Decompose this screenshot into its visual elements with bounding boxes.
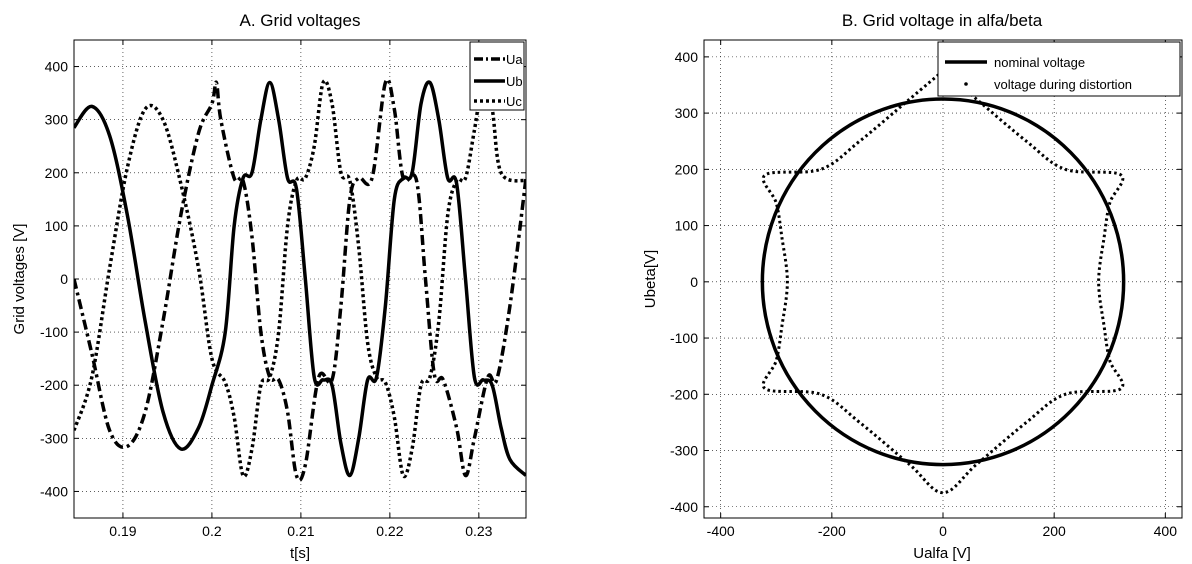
- x-tick-label: 0.21: [287, 523, 314, 539]
- legend-marker-distortion: [964, 82, 968, 86]
- x-tick-label: 0.23: [465, 523, 492, 539]
- y-tick-label: 0: [690, 274, 698, 290]
- series-line-ub: [74, 80, 526, 478]
- x-tick-label: 0.22: [376, 523, 403, 539]
- chart-a-ticks: 0.19 0.2 0.21 0.22 0.23 -400 -300 -200 -100 0 100 2…: [40, 40, 526, 539]
- chart-a-legend: Ua Ub Uc: [469, 41, 525, 111]
- y-tick-label: -300: [40, 430, 68, 446]
- chart-b-title: B. Grid voltage in alfa/beta: [842, 11, 1043, 30]
- x-tick-label: 400: [1154, 523, 1178, 539]
- y-tick-label: 200: [675, 161, 699, 177]
- x-tick-label: 0.2: [202, 523, 222, 539]
- legend-label-uc: Uc: [506, 94, 522, 109]
- y-tick-label: -400: [40, 483, 68, 499]
- y-tick-label: -300: [670, 443, 698, 459]
- series-distortion-curve: [761, 69, 1125, 495]
- y-tick-label: -200: [40, 377, 68, 393]
- y-tick-label: -100: [670, 330, 698, 346]
- chart-b-legend: nominal voltage voltage during distortio…: [937, 41, 1181, 97]
- y-tick-label: 400: [45, 59, 69, 75]
- chart-a-ylabel: Grid voltages [V]: [11, 224, 28, 335]
- y-tick-label: -400: [670, 499, 698, 515]
- x-tick-label: 0.19: [109, 523, 136, 539]
- y-tick-label: 100: [45, 218, 69, 234]
- chart-grid-voltages: A. Grid voltages 0.19 0.2 0.21 0.22 0.23 -400…: [11, 11, 527, 562]
- series-nominal-voltage-circle: [760, 97, 1126, 467]
- chart-a-legend-box: [469, 41, 525, 111]
- chart-a-xlabel: t[s]: [290, 545, 310, 562]
- chart-b-legend-box: [937, 41, 1181, 97]
- chart-alfa-beta: B. Grid voltage in alfa/beta -400 -200 0 20…: [642, 11, 1183, 562]
- chart-b-series: [760, 69, 1126, 495]
- x-tick-label: -200: [818, 523, 846, 539]
- x-tick-label: -400: [707, 523, 735, 539]
- chart-b-xlabel: Ualfa [V]: [913, 545, 971, 562]
- y-tick-label: -100: [40, 324, 68, 340]
- chart-a-grid: [74, 40, 526, 518]
- y-tick-label: 300: [45, 112, 69, 128]
- series-line-ua: [74, 77, 526, 483]
- y-tick-label: 0: [60, 271, 68, 287]
- chart-b-ticks: -400 -200 0 200 400 -400 -300 -200 -100 0 100 200 30…: [670, 40, 1182, 539]
- chart-b-ylabel: Ubeta[V]: [642, 250, 659, 308]
- legend-label-distortion: voltage during distortion: [994, 77, 1132, 92]
- legend-label-nominal: nominal voltage: [994, 55, 1085, 70]
- y-tick-label: 300: [675, 105, 699, 121]
- legend-label-ua: Ua: [506, 52, 523, 67]
- legend-label-ub: Ub: [506, 74, 523, 89]
- y-tick-label: -200: [670, 386, 698, 402]
- y-tick-label: 400: [675, 49, 699, 65]
- series-line-uc: [74, 78, 526, 479]
- chart-a-series: [74, 77, 526, 483]
- x-tick-label: 0: [939, 523, 947, 539]
- y-tick-label: 100: [675, 218, 699, 234]
- chart-a-title: A. Grid voltages: [240, 11, 361, 30]
- y-tick-label: 200: [45, 165, 69, 181]
- x-tick-label: 200: [1042, 523, 1066, 539]
